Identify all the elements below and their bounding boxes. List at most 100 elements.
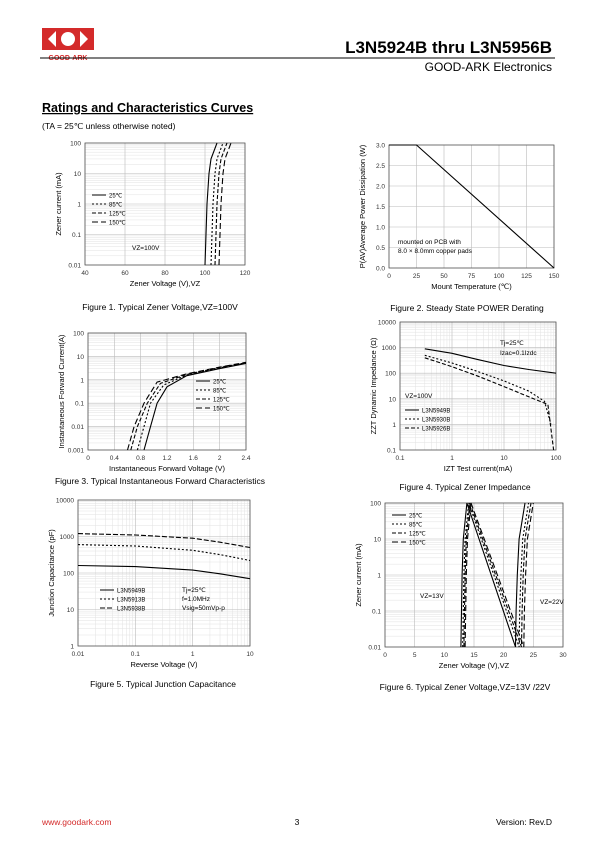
legend-label: L3N5949B [117,589,145,595]
x-tick-label: 0.4 [110,455,119,462]
x-tick-label: 2.4 [241,455,250,462]
y-tick-label: 0.1 [387,448,396,455]
y-tick-label: 1 [377,573,381,580]
y-axis-label: Zener current (mA) [54,172,63,236]
y-tick-label: 100 [385,371,396,378]
y-axis-label: Instantaneous Forward Current(A) [57,334,66,448]
y-tick-label: 0.1 [72,232,81,239]
y-axis-label: Junction Capacitance (pF) [47,529,56,617]
annotation: mounted on PCB with [398,239,461,246]
plot-frame [84,142,246,266]
x-tick-label: 10 [500,455,508,462]
x-tick-label: 0 [383,652,387,659]
curve [424,354,552,425]
y-tick-label: 0.0 [376,266,385,273]
curve [143,362,247,451]
x-tick-label: 0.1 [131,651,140,658]
legend-label: L3N5926B [422,427,450,433]
y-tick-label: 2.0 [376,184,385,191]
y-tick-label: 0.1 [372,609,381,616]
y-tick-label: 100 [370,501,381,508]
y-tick-label: 1 [77,202,81,209]
figure-caption: Figure 4. Typical Zener Impedance [399,482,530,492]
x-tick-label: 100 [200,270,211,277]
y-tick-label: 10000 [378,320,396,327]
figure: 0 5 10 15 20 25 30 0.01 0.1 1 10 100 25℃ 85℃ 125℃ 150℃ V… [354,501,567,693]
curve [462,502,530,648]
annotation: VZ=100V [405,393,433,400]
curve [218,142,232,266]
x-tick-label: 80 [161,270,169,277]
x-tick-label: 2 [218,455,222,462]
y-tick-label: 1 [80,377,84,384]
figure-caption: Figure 1. Typical Zener Voltage,VZ=100V [82,302,238,312]
plot-frame [87,332,247,451]
x-tick-label: 150 [549,273,560,280]
y-axis-label: Zener current (mA) [354,543,363,607]
y-tick-label: 0.01 [68,263,81,270]
legend-label: 85℃ [409,523,423,529]
figure: 0.01 0.1 1 10 1 10 100 1000 10000 L3N5949B L3N5913… [47,498,254,690]
figure: 0 25 50 75 100 125 150 0.0 0.5 1.0 1.5 2.0 2.5 3.0 mou… [358,143,560,314]
x-tick-label: 125 [521,273,532,280]
x-tick-label: 0.1 [395,455,404,462]
curve [204,142,218,266]
legend-label: 125℃ [109,212,126,218]
curve [126,361,247,451]
y-tick-label: 0.01 [368,645,381,652]
x-tick-label: 25 [413,273,421,280]
figure-caption: Figure 2. Steady State POWER Derating [390,303,544,313]
annotation: Vsig=50mVp-p [182,605,225,612]
section-note: (TA = 25℃ unless otherwise noted) [42,121,176,131]
curve [77,564,251,580]
legend-label: 85℃ [213,389,227,395]
y-tick-label: 1.0 [376,225,385,232]
legend-label: L3N5949B [422,409,450,415]
y-tick-label: 1000 [60,534,75,541]
curve [424,348,557,374]
y-tick-label: 1 [392,422,396,429]
x-tick-label: 30 [559,652,567,659]
legend-label: 25℃ [409,514,423,520]
figure-caption: Figure 3. Typical Instantaneous Forward … [55,476,265,486]
x-axis-label: IZT Test current(mA) [444,464,513,473]
annotation: VZ=100V [132,245,160,252]
x-tick-label: 0.8 [136,455,145,462]
y-tick-label: 100 [70,141,81,148]
y-tick-label: 10 [389,396,397,403]
curve [136,362,247,451]
plot-frame [388,144,555,269]
y-tick-label: 100 [63,571,74,578]
x-tick-label: 1 [450,455,454,462]
x-tick-label: 10 [441,652,449,659]
legend-label: 25℃ [213,380,227,386]
x-tick-label: 100 [494,273,505,280]
plot-frame [77,499,251,647]
page-number: 3 [295,817,300,827]
logo [42,28,94,50]
x-axis-label: Mount Temperature (℃) [431,282,512,291]
y-tick-label: 0.01 [71,424,84,431]
x-axis-label: Zener Voltage (V),VZ [439,661,510,670]
y-tick-label: 3.0 [376,143,385,150]
y-axis-label: P(AV)Average Power Dissipation (W) [358,144,367,268]
version: Version: Rev.D [496,817,552,827]
x-tick-label: 50 [440,273,448,280]
legend-label: L3N5913B [117,598,145,604]
y-tick-label: 10 [77,354,85,361]
x-tick-label: 10 [246,651,254,658]
section-title: Ratings and Characteristics Curves [42,101,253,115]
x-tick-label: 0 [86,455,90,462]
y-tick-label: 10000 [56,498,74,505]
x-tick-label: 0 [387,273,391,280]
annotation: Tj=25℃ [500,340,524,347]
doc-title: L3N5924B thru L3N5956B [345,38,552,57]
annotation: VZ=13V [420,593,444,600]
curve [210,142,224,266]
annotation: Izac=0.1Izdc [500,350,537,357]
y-tick-label: 10 [74,171,82,178]
footer-url[interactable]: www.goodark.com [41,817,111,827]
x-axis-label: Instantaneous Forward Voltage (V) [109,464,225,473]
x-tick-label: 100 [551,455,562,462]
curve [214,142,228,266]
